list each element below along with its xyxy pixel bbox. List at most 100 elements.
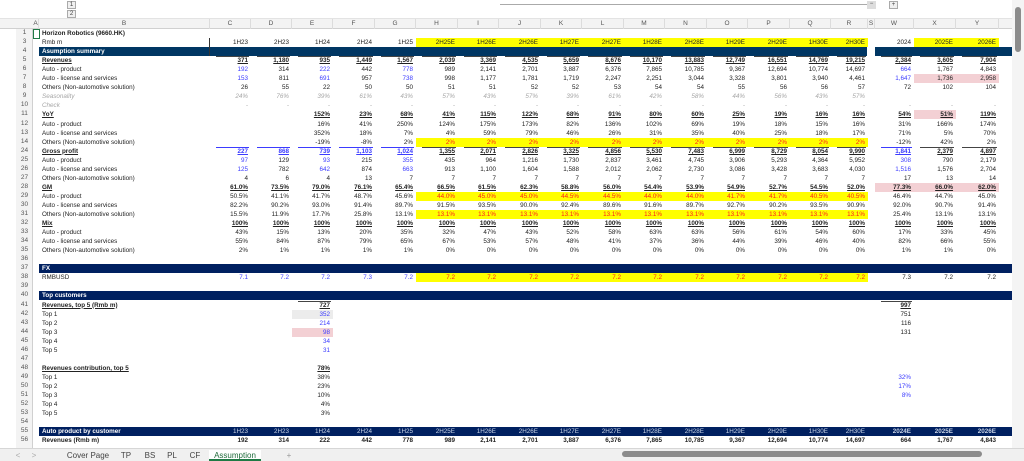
value-cell[interactable]: 0% [855, 247, 865, 255]
value-cell[interactable]: 26% [608, 129, 621, 137]
value-cell[interactable]: 3,369 [480, 57, 496, 65]
value-cell[interactable]: 80% [649, 111, 662, 119]
value-cell[interactable]: 100% [521, 220, 538, 228]
row-header-27[interactable]: 27 [20, 173, 29, 181]
value-cell[interactable]: 100% [562, 220, 579, 228]
value-cell[interactable]: 51% [914, 110, 956, 120]
value-cell[interactable]: 3,887 [563, 437, 579, 445]
value-cell[interactable]: 18% [815, 129, 828, 137]
row-header-30[interactable]: 30 [20, 200, 29, 208]
row-header-28[interactable]: 28 [20, 182, 29, 190]
value-cell[interactable]: 1,449 [356, 57, 372, 65]
value-cell[interactable]: 13.1% [624, 210, 665, 219]
value-cell[interactable]: 7.2 [404, 274, 413, 282]
value-cell[interactable]: 17% [898, 382, 911, 390]
value-cell[interactable]: 664 [900, 66, 911, 74]
value-cell[interactable]: 10,785 [684, 66, 704, 74]
value-cell[interactable]: 19% [732, 120, 745, 128]
value-cell[interactable]: 2% [403, 138, 413, 146]
row-header-41[interactable]: 41 [20, 300, 29, 308]
value-cell[interactable]: 314 [278, 437, 289, 445]
value-cell[interactable]: 222 [319, 437, 330, 445]
value-cell[interactable]: 42% [940, 138, 953, 146]
value-cell[interactable]: 100% [645, 220, 662, 228]
value-cell[interactable]: 66.0% [914, 182, 956, 192]
value-cell[interactable]: 52 [571, 84, 579, 92]
value-cell[interactable]: 1% [943, 247, 953, 255]
value-cell[interactable]: 2H25E [435, 428, 455, 436]
value-cell[interactable]: 70% [983, 129, 996, 137]
value-cell[interactable]: 997 [900, 301, 911, 309]
value-cell[interactable]: 100% [604, 220, 621, 228]
value-cell[interactable]: 3,461 [646, 156, 662, 164]
value-cell[interactable]: 93.5% [478, 201, 496, 209]
value-cell[interactable]: 43% [815, 93, 828, 101]
value-cell[interactable]: 4,535 [522, 57, 538, 65]
value-cell[interactable]: 57% [525, 238, 538, 246]
value-cell[interactable]: 44% [732, 238, 745, 246]
value-cell[interactable]: 1H26E [476, 428, 496, 436]
row-header-39[interactable]: 39 [20, 282, 29, 290]
row-header-37[interactable]: 37 [20, 264, 29, 272]
value-cell[interactable]: 66% [940, 238, 953, 246]
value-cell[interactable]: 61.5% [478, 183, 496, 191]
value-cell[interactable]: 2% [458, 137, 499, 147]
value-cell[interactable]: 7.2 [541, 273, 582, 283]
value-cell[interactable]: 53% [483, 238, 496, 246]
value-cell[interactable]: 957 [361, 75, 372, 83]
value-cell[interactable]: 2025E [914, 38, 956, 48]
value-cell[interactable]: 250% [396, 120, 413, 128]
value-cell[interactable]: 913 [444, 165, 455, 173]
value-cell[interactable]: 3,906 [729, 156, 745, 164]
value-cell[interactable]: - [862, 102, 865, 110]
value-cell[interactable]: 3,328 [729, 75, 745, 83]
value-cell[interactable]: 222 [319, 66, 330, 74]
value-cell[interactable]: 59% [483, 129, 496, 137]
value-cell[interactable]: 52 [530, 84, 538, 92]
value-cell[interactable]: - [701, 102, 704, 110]
value-cell[interactable]: 12,749 [725, 57, 745, 65]
value-cell[interactable]: 92.4% [561, 201, 579, 209]
value-cell[interactable]: 1H24 [314, 428, 330, 436]
value-cell[interactable]: 100% [687, 220, 704, 228]
row-header-36[interactable]: 36 [20, 255, 29, 263]
value-cell[interactable]: 17% [852, 129, 865, 137]
value-cell[interactable]: 7 [409, 174, 413, 182]
value-cell[interactable]: 41.7% [707, 191, 748, 201]
value-cell[interactable]: 119% [980, 111, 996, 119]
value-cell[interactable]: - [327, 102, 330, 110]
value-cell[interactable]: 54 [654, 84, 662, 92]
value-cell[interactable]: 4,856 [605, 147, 621, 155]
value-cell[interactable]: 97 [240, 156, 248, 164]
value-cell[interactable]: 174% [979, 120, 996, 128]
value-cell[interactable]: 1% [279, 247, 289, 255]
value-cell[interactable]: 15% [276, 229, 289, 237]
value-cell[interactable]: - [286, 102, 289, 110]
value-cell[interactable]: 55% [235, 238, 248, 246]
value-cell[interactable]: 43% [400, 93, 413, 101]
value-cell[interactable]: 7 [658, 174, 662, 182]
value-cell[interactable]: 7 [741, 174, 745, 182]
value-cell[interactable]: 2,384 [895, 57, 911, 65]
value-cell[interactable]: 16% [852, 111, 865, 119]
value-cell[interactable]: 91.6% [644, 201, 662, 209]
value-cell[interactable]: 1H29E [725, 428, 745, 436]
value-cell[interactable]: 13 [364, 174, 372, 182]
value-cell[interactable]: 663 [402, 165, 413, 173]
row-header-5[interactable]: 5 [22, 56, 27, 64]
value-cell[interactable]: 40% [732, 129, 745, 137]
value-cell[interactable]: 1H30E [808, 428, 828, 436]
value-cell[interactable]: 57% [525, 93, 538, 101]
value-cell[interactable]: 131 [900, 328, 911, 336]
value-cell[interactable]: 44.0% [665, 191, 707, 201]
value-cell[interactable]: - [535, 102, 538, 110]
value-cell[interactable]: 7.2 [582, 273, 624, 283]
sheet-tab-pl[interactable]: PL [167, 451, 177, 460]
value-cell[interactable]: 7,865 [646, 437, 662, 445]
value-cell[interactable]: 34 [322, 337, 330, 345]
value-cell[interactable]: 13.1% [707, 210, 748, 219]
value-cell[interactable]: 31 [322, 346, 330, 354]
value-cell[interactable]: 8,676 [605, 57, 621, 65]
value-cell[interactable]: 54% [815, 229, 828, 237]
value-cell[interactable]: 7 [861, 174, 865, 182]
